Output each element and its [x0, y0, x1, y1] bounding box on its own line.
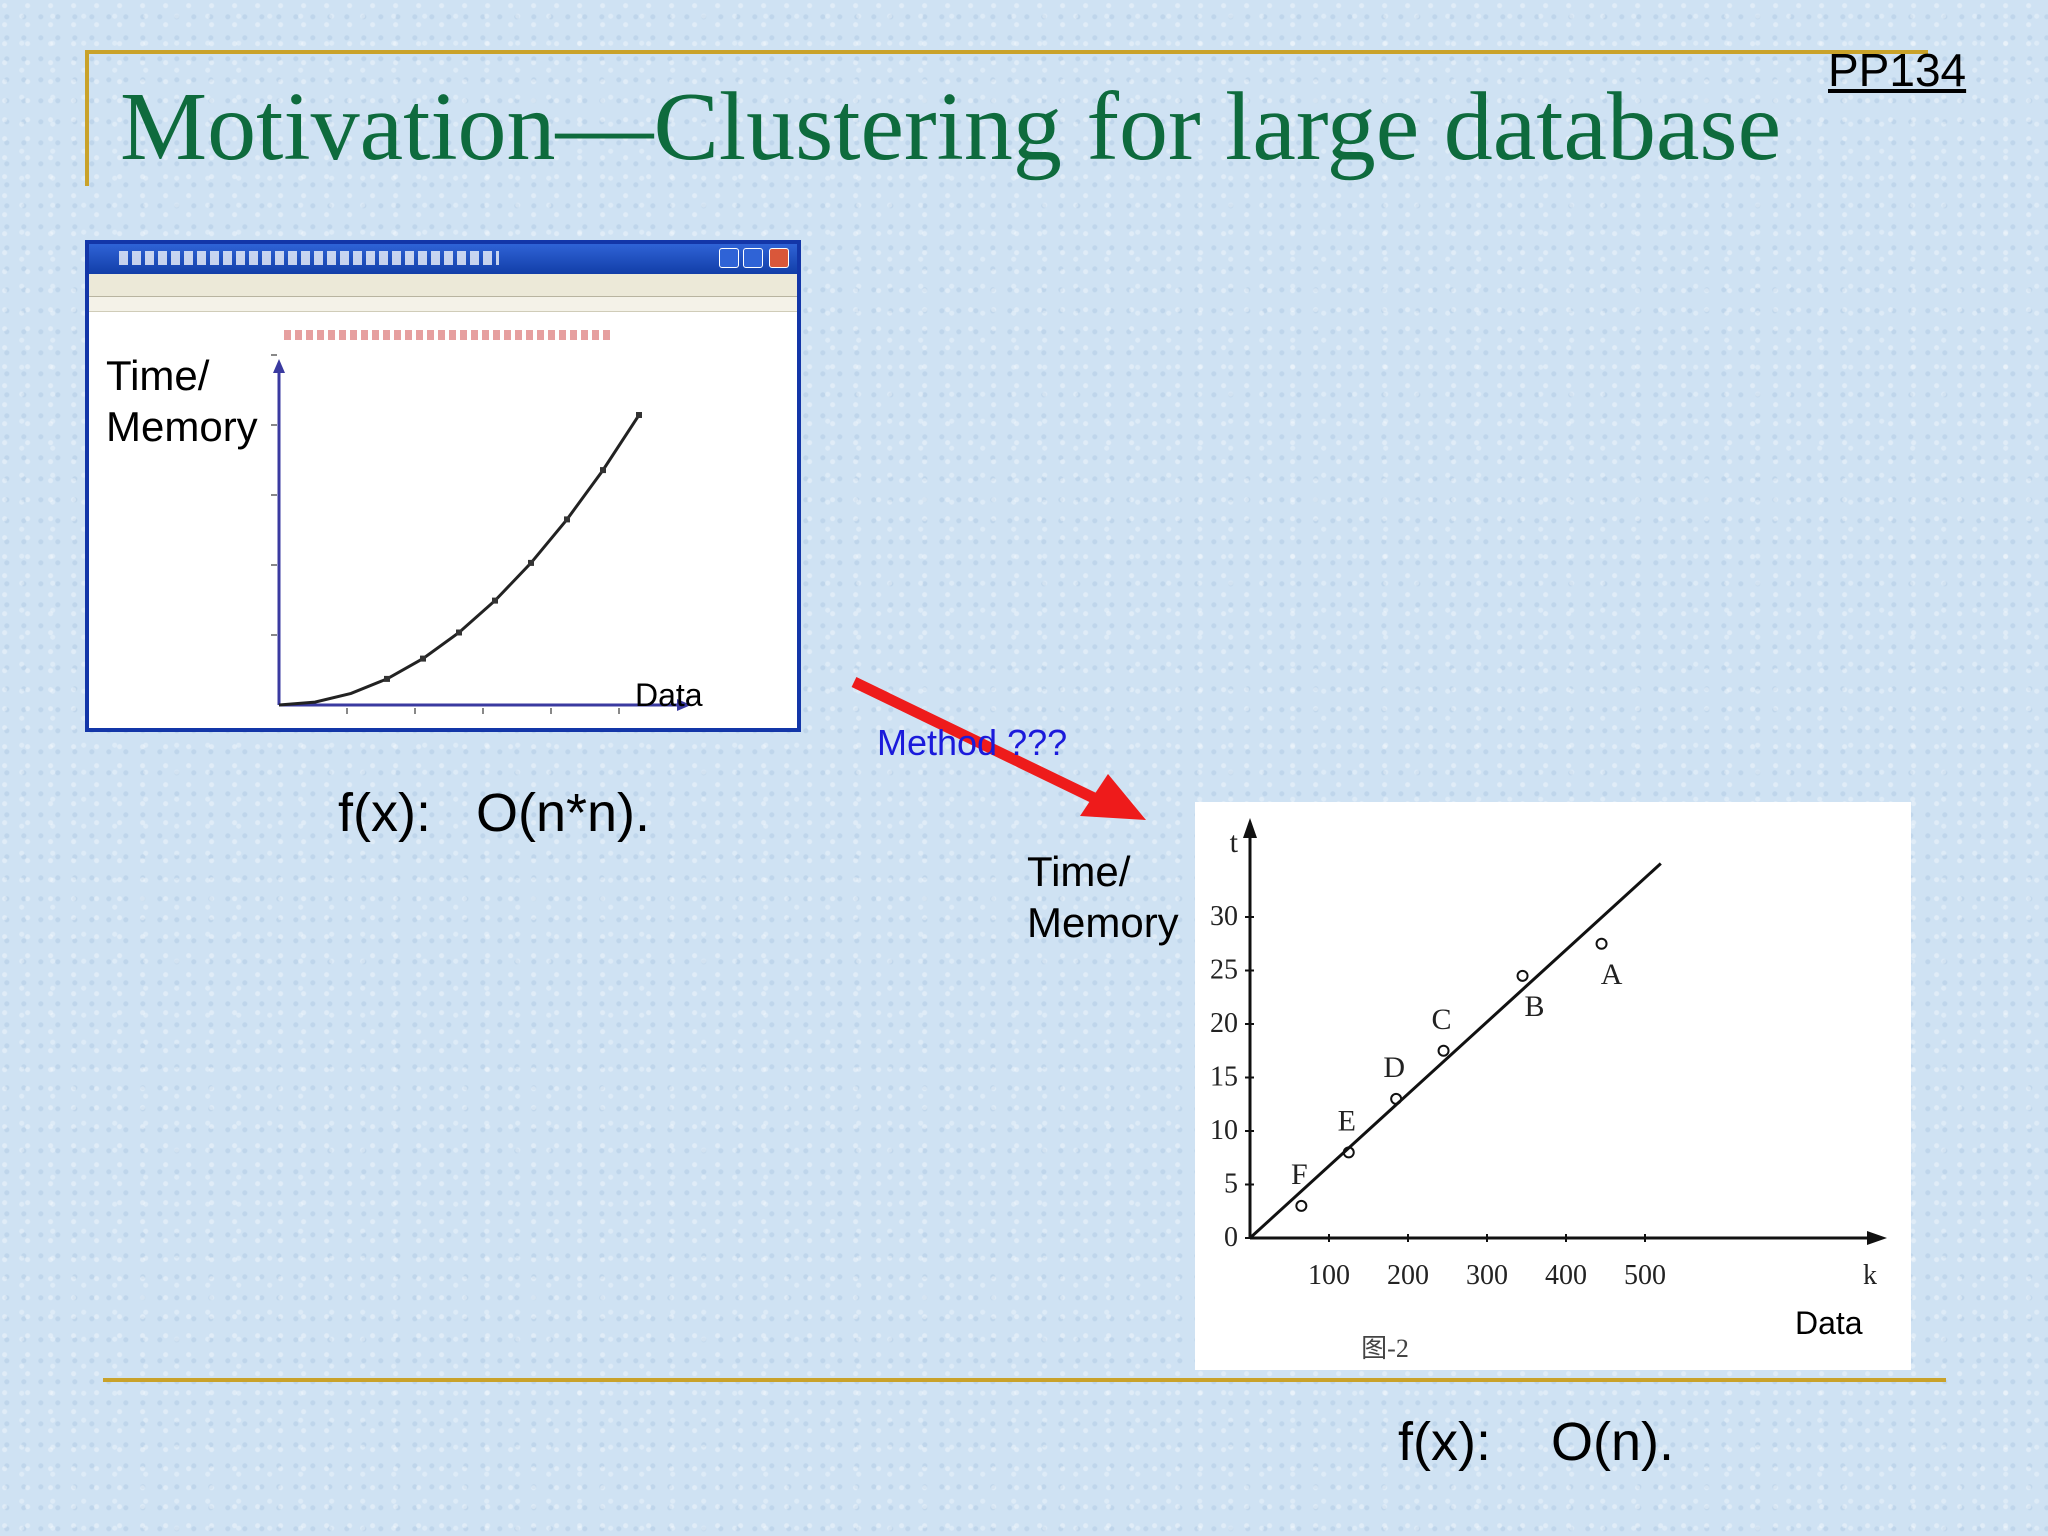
point-label-d: D [1383, 1051, 1405, 1084]
data-point [384, 675, 390, 682]
window-toolbar [89, 297, 797, 312]
data-point [456, 629, 462, 636]
quadratic-chart [271, 354, 691, 714]
data-point [600, 467, 606, 474]
point-label-a: A [1601, 958, 1623, 991]
quadratic-chart-window [85, 240, 801, 732]
x-tick-label: 200 [1387, 1260, 1429, 1291]
y-axis-symbol: t [1230, 826, 1239, 859]
slide-title: Motivation—Clustering for large database [120, 73, 1782, 181]
figure-caption: 图-2 [1361, 1334, 1409, 1363]
minimize-icon[interactable] [719, 248, 739, 268]
footer-rule [103, 1378, 1946, 1382]
y-tick-label: 0 [1224, 1222, 1238, 1253]
left-y-label-line2: Memory [106, 403, 258, 451]
y-axis-arrow [273, 359, 285, 373]
data-point-a [1595, 937, 1608, 950]
plot-caption [284, 330, 614, 340]
y-tick-label: 15 [1210, 1062, 1238, 1093]
right-formula: f(x): O(n). [1398, 1412, 1674, 1472]
title-rule-left [85, 50, 89, 186]
x-tick-label: 100 [1308, 1260, 1350, 1291]
data-point-b [1516, 969, 1529, 982]
method-arrow [851, 677, 1146, 820]
arrow-head [1080, 774, 1146, 820]
left-formula: f(x): O(n*n). [338, 783, 651, 843]
data-point-d [1390, 1092, 1403, 1105]
right-y-axis-label: Time/ Memory [1027, 846, 1179, 948]
title-rule-top [85, 50, 1928, 54]
data-point [564, 516, 570, 523]
fit-line [1248, 862, 1662, 1240]
data-point-e [1342, 1146, 1355, 1159]
x-axis-arrow [677, 699, 691, 711]
left-x-axis-label: Data [635, 677, 703, 713]
point-label-e: E [1338, 1104, 1356, 1137]
left-y-label-line1: Time/ [106, 352, 210, 399]
point-label-c: C [1432, 1003, 1452, 1036]
y-tick-label: 30 [1210, 901, 1238, 932]
y-tick-label: 25 [1210, 955, 1238, 986]
right-y-label-line1: Time/ [1027, 848, 1131, 895]
data-point [636, 412, 642, 418]
arrow-shaft [851, 677, 1101, 805]
linear-chart-panel: 0 5 10 15 20 25 30 t 100 200 300 400 500 k F E D C B A 图-2 D… [1195, 802, 1911, 1370]
data-point [492, 597, 498, 604]
close-icon[interactable] [769, 248, 789, 268]
window-menubar [89, 274, 797, 297]
method-label: Method ??? [877, 722, 1068, 763]
window-title-text [119, 251, 499, 265]
x-axis-arrow [1867, 1231, 1887, 1245]
data-point-f [1295, 1199, 1308, 1212]
maximize-icon[interactable] [743, 248, 763, 268]
x-tick-label: k [1863, 1260, 1877, 1291]
left-y-axis-label: Time/ Memory [106, 350, 258, 452]
x-tick-label: 500 [1624, 1260, 1666, 1291]
point-label-f: F [1291, 1158, 1308, 1191]
window-titlebar [89, 244, 797, 274]
right-y-label-line2: Memory [1027, 899, 1179, 947]
quadratic-series-line [278, 414, 641, 707]
data-point-c [1437, 1044, 1450, 1057]
y-axis-arrow [1243, 818, 1257, 838]
x-tick-label: 400 [1545, 1260, 1587, 1291]
y-tick-label: 10 [1210, 1115, 1238, 1146]
y-tick-label: 20 [1210, 1008, 1238, 1039]
data-point [420, 655, 426, 662]
data-point [528, 559, 534, 566]
right-x-axis-label: Data [1795, 1305, 1863, 1341]
point-label-b: B [1525, 990, 1545, 1023]
y-tick-label: 5 [1224, 1169, 1238, 1200]
page-reference-link[interactable]: PP134 [1828, 44, 1967, 96]
x-tick-label: 300 [1466, 1260, 1508, 1291]
